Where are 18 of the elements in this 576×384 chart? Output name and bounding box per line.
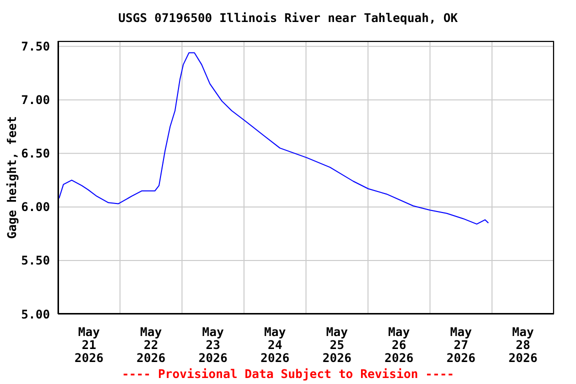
y-tick-label: 6.50 [21,146,50,161]
y-tick-label: 7.50 [21,40,50,54]
line-series [58,52,489,225]
x-tick-label: May 22 2026 [136,325,166,365]
y-tick-label: 5.50 [21,254,50,268]
x-tick-label: May 25 2026 [322,325,352,365]
y-axis-title: Gage height, feet [5,116,19,239]
x-tick-label: May 27 2026 [446,325,476,365]
y-tick-label: 7.00 [21,93,50,108]
x-tick-label: May 21 2026 [74,325,104,365]
y-tick-label: 5.00 [21,307,50,322]
chart-title: USGS 07196500 Illinois River near Tahlequah, OK [117,10,459,27]
x-tick-label: May 26 2026 [384,325,414,365]
x-tick-label: May 24 2026 [260,325,290,365]
x-tick-label: May 23 2026 [198,325,228,365]
x-tick-label: May 28 2026 [508,325,538,365]
y-tick-label: 6.00 [21,200,50,214]
text: ---- Provisional Data Subject to Revision ---- [120,367,456,381]
